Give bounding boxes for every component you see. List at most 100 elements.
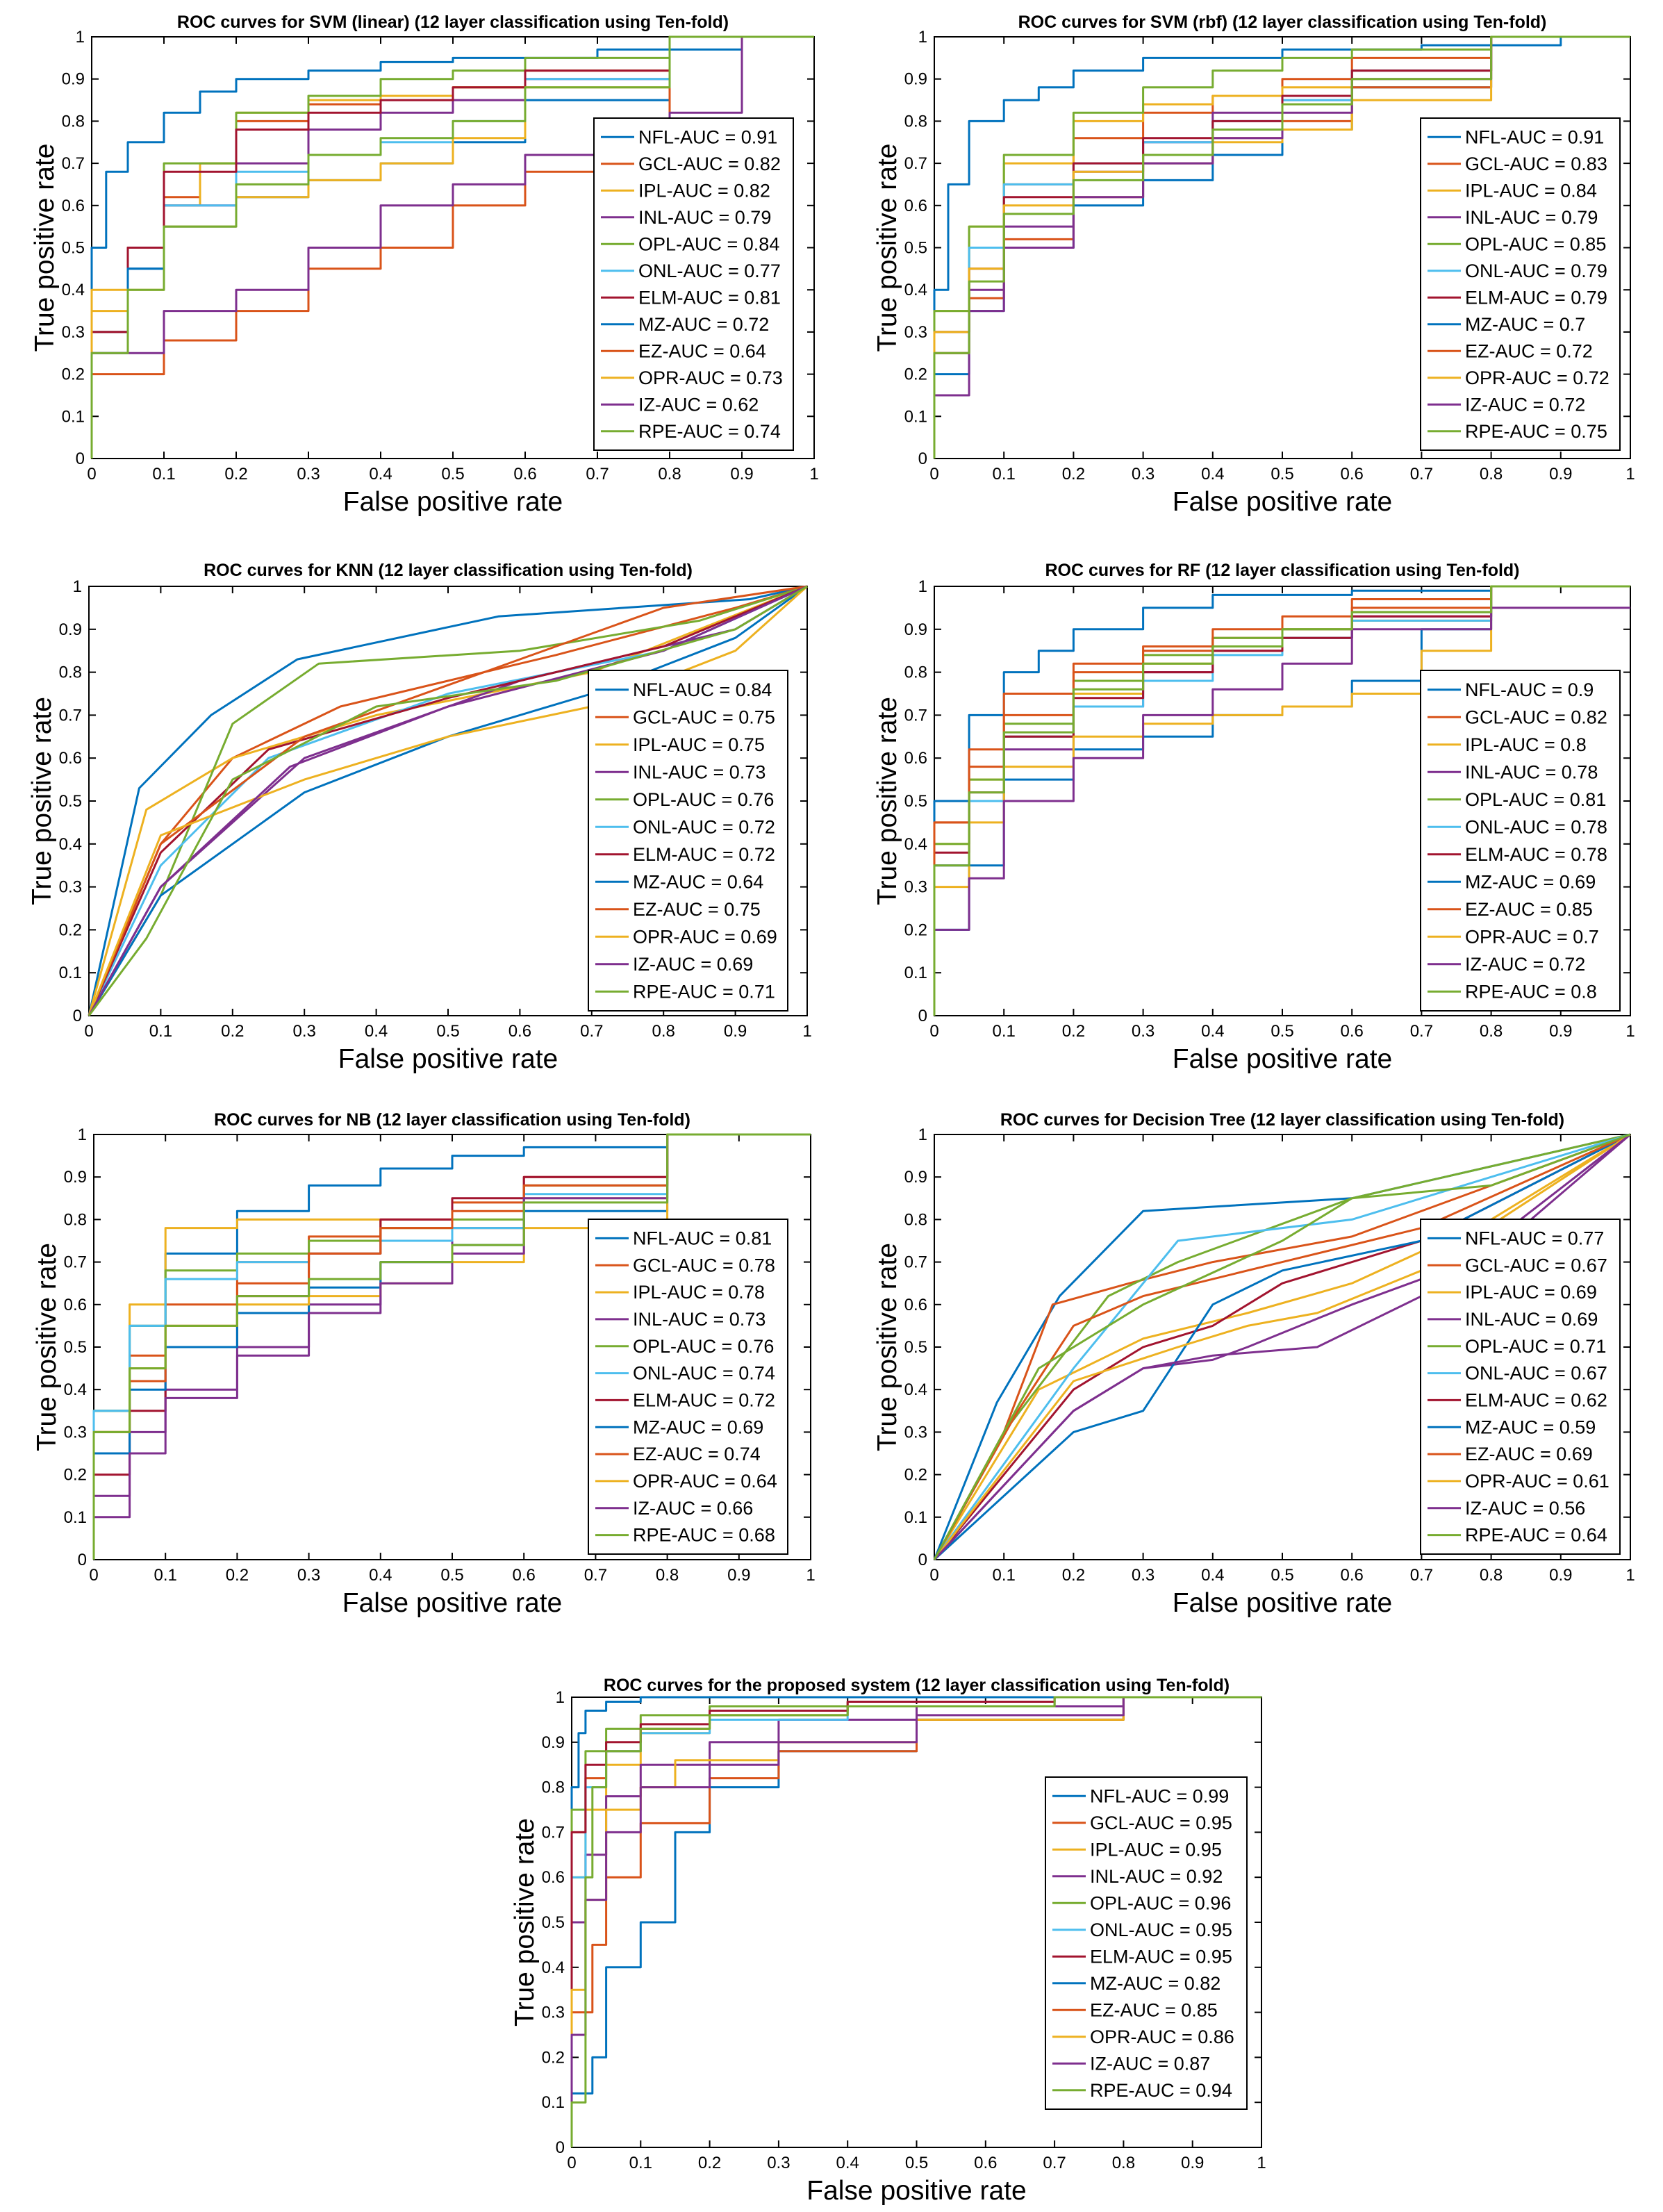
legend-entry-label: GCL-AUC = 0.78 xyxy=(633,1255,775,1276)
roc-series-line xyxy=(570,1696,1261,2147)
chart-title: ROC curves for Decision Tree (12 layer c… xyxy=(1000,1110,1564,1130)
legend: NFL-AUC = 0.77 GCL-AUC = 0.67 IPL-AUC = 0.… xyxy=(1420,1219,1621,1555)
y-tick-label: 0.9 xyxy=(64,1168,87,1187)
legend-entry-label: GCL-AUC = 0.83 xyxy=(1465,154,1607,174)
legend-entry-label: OPL-AUC = 0.84 xyxy=(638,233,779,254)
legend-entry-label: ELM-AUC = 0.81 xyxy=(638,287,781,308)
y-tick-label: 0.7 xyxy=(904,1253,927,1272)
chart-title: ROC curves for RF (12 layer classificati… xyxy=(1045,561,1519,580)
x-tick-label: 0.7 xyxy=(584,1566,607,1585)
y-tick-label: 0.3 xyxy=(904,878,927,897)
y-tick-label: 0.1 xyxy=(64,1508,87,1527)
x-tick-label: 0.6 xyxy=(1341,465,1364,484)
y-tick-label: 1 xyxy=(918,28,927,47)
legend: NFL-AUC = 0.91 GCL-AUC = 0.83 IPL-AUC = 0.… xyxy=(1420,117,1621,451)
roc-chart-5: ROC curves for NB (12 layer classificati… xyxy=(32,1110,816,1618)
legend-entry-label: ONL-AUC = 0.67 xyxy=(1465,1363,1607,1384)
y-tick-label: 0.8 xyxy=(64,1210,87,1229)
roc-series-line xyxy=(933,35,1630,459)
roc-series-line xyxy=(933,585,1630,1016)
y-tick-label: 0.5 xyxy=(62,239,85,258)
x-tick-label: 0.8 xyxy=(1480,1566,1503,1585)
roc-series-line xyxy=(933,585,1630,1016)
roc-series-line xyxy=(933,585,1630,1016)
x-tick-label: 0.1 xyxy=(993,1022,1016,1041)
x-tick-label: 0.3 xyxy=(1132,465,1155,484)
legend-entry-label: OPR-AUC = 0.61 xyxy=(1465,1471,1610,1492)
roc-series-line xyxy=(570,1696,1261,2147)
y-axis-label: True positive rate xyxy=(32,1243,62,1451)
legend-entry-label: ONL-AUC = 0.72 xyxy=(633,816,775,837)
legend-entry-label: MZ-AUC = 0.7 xyxy=(1465,314,1585,335)
x-tick-label: 0.4 xyxy=(369,465,392,484)
legend-entry-label: ELM-AUC = 0.79 xyxy=(1465,287,1607,308)
y-tick-label: 0.1 xyxy=(62,407,85,426)
y-tick-label: 0.2 xyxy=(904,921,927,939)
legend-entry-label: MZ-AUC = 0.72 xyxy=(638,314,769,335)
x-tick-label: 0.3 xyxy=(767,2154,790,2172)
roc-chart-7: ROC curves for the proposed system (12 l… xyxy=(510,1676,1266,2206)
y-tick-label: 0.6 xyxy=(59,749,82,768)
x-tick-label: 0.1 xyxy=(149,1022,172,1041)
legend-entry-label: RPE-AUC = 0.75 xyxy=(1465,421,1607,442)
legend-entry-label: NFL-AUC = 0.84 xyxy=(633,679,772,700)
roc-series-line xyxy=(88,585,808,1016)
x-tick-label: 0.6 xyxy=(1341,1022,1364,1041)
legend-entry-label: OPL-AUC = 0.76 xyxy=(633,789,774,810)
y-tick-label: 0.2 xyxy=(59,921,82,939)
roc-series-line xyxy=(88,585,809,1016)
y-tick-label: 0.3 xyxy=(64,1423,87,1442)
legend: NFL-AUC = 0.91 GCL-AUC = 0.82 IPL-AUC = 0.… xyxy=(593,117,794,451)
x-tick-label: 0.7 xyxy=(1410,465,1433,484)
roc-series-line xyxy=(933,1133,1631,1560)
y-tick-label: 0.5 xyxy=(904,239,927,258)
y-tick-label: 0.1 xyxy=(904,1508,927,1527)
x-tick-label: 0.3 xyxy=(297,465,320,484)
y-tick-label: 0.2 xyxy=(62,365,85,384)
roc-chart-1: ROC curves for SVM (linear) (12 layer cl… xyxy=(30,13,819,517)
x-tick-label: 0 xyxy=(567,2154,576,2172)
y-tick-label: 0.6 xyxy=(62,197,85,215)
x-tick-label: 1 xyxy=(1625,1566,1635,1585)
y-axis-label: True positive rate xyxy=(872,697,902,905)
x-tick-label: 0.8 xyxy=(1480,465,1503,484)
x-tick-label: 0.4 xyxy=(369,1566,392,1585)
chart-title: ROC curves for SVM (rbf) (12 layer class… xyxy=(1018,13,1547,32)
legend-entry-label: INL-AUC = 0.79 xyxy=(638,207,771,228)
legend-entry-label: IPL-AUC = 0.78 xyxy=(633,1282,765,1303)
legend-entry-label: INL-AUC = 0.78 xyxy=(1465,761,1598,782)
legend-entry-label: ONL-AUC = 0.95 xyxy=(1090,1920,1232,1940)
y-tick-label: 0.5 xyxy=(542,1913,565,1932)
y-tick-label: 0.1 xyxy=(59,964,82,982)
y-tick-label: 0.6 xyxy=(542,1868,565,1887)
x-tick-label: 0.6 xyxy=(974,2154,997,2172)
x-tick-label: 0.4 xyxy=(1201,1022,1224,1041)
y-tick-label: 0.4 xyxy=(59,835,82,854)
legend-box xyxy=(1420,670,1621,1012)
chart-title: ROC curves for KNN (12 layer classificat… xyxy=(204,561,693,580)
roc-chart-6: ROC curves for Decision Tree (12 layer c… xyxy=(872,1110,1635,1618)
x-tick-label: 0.8 xyxy=(652,1022,675,1041)
x-tick-label: 0.1 xyxy=(629,2154,652,2172)
legend-entry-label: IZ-AUC = 0.87 xyxy=(1090,2053,1210,2074)
x-tick-label: 0.7 xyxy=(580,1022,603,1041)
y-tick-label: 0.4 xyxy=(904,1380,927,1399)
roc-series-line xyxy=(88,585,808,1016)
legend-entry-label: ELM-AUC = 0.72 xyxy=(633,844,775,865)
x-tick-label: 0.2 xyxy=(1062,465,1085,484)
legend-entry-label: NFL-AUC = 0.81 xyxy=(633,1228,772,1248)
y-tick-label: 0 xyxy=(918,449,927,468)
legend-entry-label: ELM-AUC = 0.62 xyxy=(1465,1389,1607,1410)
y-tick-label: 0.7 xyxy=(904,706,927,725)
y-tick-label: 0.3 xyxy=(62,323,85,342)
x-axis-label: False positive rate xyxy=(1173,1588,1392,1618)
legend: NFL-AUC = 0.81 GCL-AUC = 0.78 IPL-AUC = 0.… xyxy=(588,1219,788,1555)
legend-entry-label: MZ-AUC = 0.69 xyxy=(633,1417,763,1437)
legend-entry-label: MZ-AUC = 0.59 xyxy=(1465,1417,1596,1437)
roc-series-line xyxy=(90,35,814,459)
roc-series-line xyxy=(570,1696,1261,2147)
legend-box xyxy=(588,1219,788,1555)
legend-entry-label: GCL-AUC = 0.67 xyxy=(1465,1255,1607,1276)
roc-series-line xyxy=(90,35,814,459)
